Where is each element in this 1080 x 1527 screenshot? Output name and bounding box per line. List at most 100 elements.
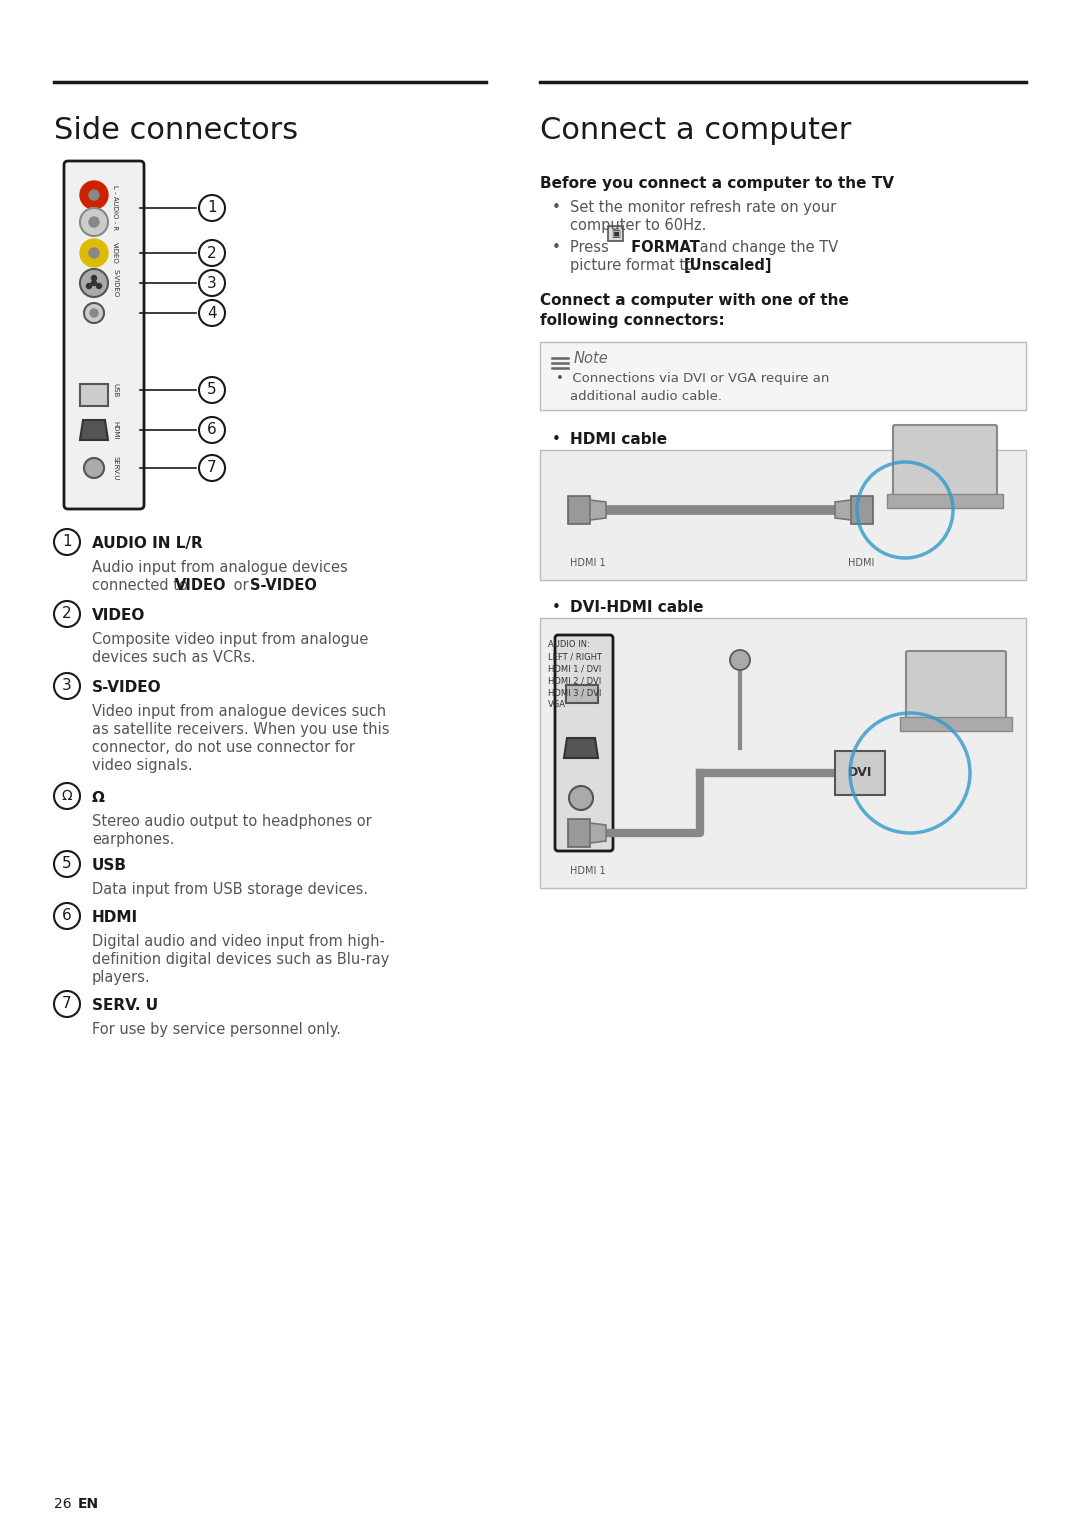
Circle shape xyxy=(90,308,98,318)
Text: 5: 5 xyxy=(63,857,71,872)
Text: HDMI 1: HDMI 1 xyxy=(570,557,606,568)
Text: S-VIDEO: S-VIDEO xyxy=(249,579,316,592)
Text: video signals.: video signals. xyxy=(92,757,192,773)
Bar xyxy=(608,226,623,241)
Text: 2: 2 xyxy=(63,606,71,621)
Bar xyxy=(568,818,590,847)
Text: L - AUDIO - R: L - AUDIO - R xyxy=(112,185,118,231)
Text: DVI: DVI xyxy=(848,767,873,779)
Text: Note: Note xyxy=(573,351,609,366)
Text: 3: 3 xyxy=(207,275,217,290)
Text: ▣: ▣ xyxy=(611,229,620,238)
Circle shape xyxy=(89,217,99,228)
Circle shape xyxy=(54,851,80,876)
Bar xyxy=(835,751,885,796)
Text: HDMI: HDMI xyxy=(848,557,875,568)
Text: connected to: connected to xyxy=(92,579,192,592)
Text: additional audio cable.: additional audio cable. xyxy=(570,389,723,403)
Text: 3: 3 xyxy=(63,678,72,693)
Text: .: . xyxy=(310,579,314,592)
Text: 7: 7 xyxy=(63,997,71,1011)
Text: Audio input from analogue devices: Audio input from analogue devices xyxy=(92,560,348,576)
Text: picture format to: picture format to xyxy=(570,258,699,273)
Text: Digital audio and video input from high-: Digital audio and video input from high- xyxy=(92,935,384,948)
Text: HDMI: HDMI xyxy=(92,910,138,925)
Text: HDMI cable: HDMI cable xyxy=(570,432,667,447)
Text: Set the monitor refresh rate on your: Set the monitor refresh rate on your xyxy=(570,200,836,215)
Text: HDMI: HDMI xyxy=(112,421,118,440)
Text: devices such as VCRs.: devices such as VCRs. xyxy=(92,651,256,664)
Circle shape xyxy=(199,455,225,481)
Text: Connect a computer: Connect a computer xyxy=(540,116,851,145)
Circle shape xyxy=(199,299,225,325)
Bar xyxy=(540,450,1026,580)
Text: 1: 1 xyxy=(207,200,217,215)
Circle shape xyxy=(199,377,225,403)
Text: players.: players. xyxy=(92,970,150,985)
Text: AUDIO IN L/R: AUDIO IN L/R xyxy=(92,536,203,551)
Text: •  Connections via DVI or VGA require an: • Connections via DVI or VGA require an xyxy=(556,373,829,385)
Text: Ω: Ω xyxy=(92,789,105,805)
Text: USB: USB xyxy=(112,383,118,397)
Circle shape xyxy=(54,991,80,1017)
Text: DVI-HDMI cable: DVI-HDMI cable xyxy=(570,600,703,615)
Text: and change the TV: and change the TV xyxy=(696,240,838,255)
Text: computer to 60Hz.: computer to 60Hz. xyxy=(570,218,706,234)
Text: VIDEO: VIDEO xyxy=(175,579,227,592)
FancyBboxPatch shape xyxy=(906,651,1005,721)
Text: as satellite receivers. When you use this: as satellite receivers. When you use thi… xyxy=(92,722,390,738)
Bar xyxy=(887,495,1003,508)
Circle shape xyxy=(54,902,80,928)
Circle shape xyxy=(86,284,92,289)
Text: VGA: VGA xyxy=(548,699,566,709)
Polygon shape xyxy=(590,823,606,843)
Bar xyxy=(540,618,1026,889)
Polygon shape xyxy=(80,420,108,440)
Circle shape xyxy=(89,247,99,258)
Text: 5: 5 xyxy=(207,382,217,397)
Text: Connect a computer with one of the: Connect a computer with one of the xyxy=(540,293,849,308)
Bar xyxy=(900,718,1012,731)
Text: For use by service personnel only.: For use by service personnel only. xyxy=(92,1022,341,1037)
Text: 4: 4 xyxy=(207,305,217,321)
Text: 7: 7 xyxy=(207,461,217,475)
Text: •: • xyxy=(552,432,561,447)
Text: •: • xyxy=(552,600,561,615)
Circle shape xyxy=(80,269,108,296)
Circle shape xyxy=(569,786,593,809)
Bar xyxy=(851,496,873,524)
Text: FORMAT: FORMAT xyxy=(626,240,700,255)
Text: USB: USB xyxy=(92,858,127,873)
Circle shape xyxy=(84,302,104,324)
Text: Before you connect a computer to the TV: Before you connect a computer to the TV xyxy=(540,176,894,191)
Circle shape xyxy=(54,602,80,628)
Text: HDMI 1 / DVI: HDMI 1 / DVI xyxy=(548,664,602,673)
Circle shape xyxy=(89,189,99,200)
Bar xyxy=(80,383,108,406)
Bar xyxy=(540,342,1026,411)
Text: earphones.: earphones. xyxy=(92,832,175,847)
Text: Ω: Ω xyxy=(62,789,72,803)
Text: .: . xyxy=(756,258,760,273)
Circle shape xyxy=(199,240,225,266)
Circle shape xyxy=(92,281,96,286)
Text: 2: 2 xyxy=(207,246,217,261)
Text: 26: 26 xyxy=(54,1496,71,1512)
Text: definition digital devices such as Blu-ray: definition digital devices such as Blu-r… xyxy=(92,951,390,967)
Text: VIDEO: VIDEO xyxy=(92,608,146,623)
Circle shape xyxy=(199,417,225,443)
Circle shape xyxy=(84,458,104,478)
Text: Press: Press xyxy=(570,240,613,255)
Text: 6: 6 xyxy=(63,909,72,924)
Polygon shape xyxy=(590,499,606,521)
Polygon shape xyxy=(564,738,598,757)
Text: SERV.U: SERV.U xyxy=(112,457,118,479)
Polygon shape xyxy=(835,499,851,521)
Text: SERV. U: SERV. U xyxy=(92,999,158,1012)
Text: Stereo audio output to headphones or: Stereo audio output to headphones or xyxy=(92,814,372,829)
Text: HDMI 1: HDMI 1 xyxy=(570,866,606,876)
Text: 1: 1 xyxy=(63,534,71,550)
Text: •: • xyxy=(552,240,561,255)
Text: connector, do not use connector for: connector, do not use connector for xyxy=(92,741,355,754)
Circle shape xyxy=(199,270,225,296)
